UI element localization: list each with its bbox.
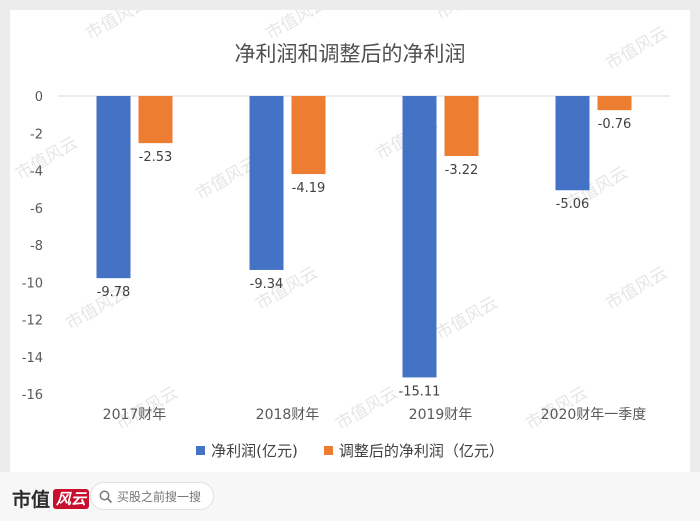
- chart-title: 净利润和调整后的净利润: [234, 42, 466, 66]
- search-box[interactable]: 买股之前搜一搜: [90, 482, 214, 510]
- legend-item-adjusted-net-profit: 调整后的净利润（亿元）: [323, 440, 504, 461]
- x-tick-label: 2019财年: [409, 407, 473, 423]
- y-tick-label: -14: [22, 351, 43, 366]
- search-icon: [99, 490, 112, 503]
- brand-name: 市值: [12, 489, 51, 511]
- y-tick-label: -16: [22, 388, 43, 403]
- legend-item-net-profit: 净利润(亿元): [196, 440, 298, 461]
- bar-adjusted-net-profit: [291, 96, 326, 175]
- search-placeholder: 买股之前搜一搜: [117, 489, 202, 504]
- bar-net-profit: [402, 96, 437, 378]
- watermark: 市值风云: [603, 263, 672, 314]
- y-tick-label: -6: [30, 202, 43, 217]
- data-label: -3.22: [445, 163, 479, 178]
- watermark: 市值风云: [13, 133, 82, 184]
- watermark: 市值风云: [333, 383, 402, 434]
- data-label: -4.19: [292, 181, 326, 196]
- x-tick-label: 2017财年: [103, 407, 167, 423]
- watermark: 市值风云: [433, 293, 502, 344]
- y-tick-label: -8: [30, 239, 43, 254]
- data-label: -5.06: [556, 197, 590, 212]
- bar-net-profit: [96, 96, 131, 279]
- watermark: 市值风云: [83, 10, 152, 44]
- chart-card: 净利润和调整后的净利润 市值风云 市值风云 市值风云 市值风云 市值风云 市值风云 市值风云…: [10, 10, 690, 472]
- bar-net-profit: [555, 96, 590, 191]
- brand-logo[interactable]: 市值 风云: [12, 485, 90, 512]
- legend-swatch-adjusted-net-profit: [323, 446, 333, 455]
- data-label: -2.53: [139, 150, 173, 165]
- data-label: -15.11: [399, 384, 441, 399]
- x-tick-label: 2018财年: [256, 407, 320, 423]
- watermark: 市值风云: [603, 23, 672, 74]
- y-tick-label: 0: [35, 90, 43, 105]
- bar-adjusted-net-profit: [444, 96, 479, 156]
- data-label: -9.78: [97, 285, 131, 300]
- legend-label-net-profit: 净利润(亿元): [211, 442, 298, 460]
- brand-mark: 风云: [53, 488, 90, 509]
- chart-legend: 净利润(亿元) 调整后的净利润（亿元）: [10, 440, 690, 461]
- y-tick-label: -12: [22, 314, 43, 329]
- y-tick-label: -4: [30, 165, 43, 180]
- data-label: -0.76: [598, 117, 632, 132]
- bar-adjusted-net-profit: [597, 96, 632, 111]
- legend-swatch-net-profit: [196, 446, 206, 455]
- x-tick-label: 2020财年一季度: [541, 407, 647, 423]
- legend-label-adjusted-net-profit: 调整后的净利润（亿元）: [338, 442, 504, 460]
- bar-net-profit: [249, 96, 284, 270]
- footer-bar: 市值 风云 买股之前搜一搜: [0, 472, 700, 521]
- bar-adjusted-net-profit: [138, 96, 173, 144]
- watermark: 市值风云: [433, 10, 502, 24]
- y-tick-label: -10: [22, 276, 43, 291]
- y-tick-label: -2: [30, 127, 43, 142]
- watermark: 市值风云: [263, 10, 332, 44]
- data-label: -9.34: [250, 277, 284, 292]
